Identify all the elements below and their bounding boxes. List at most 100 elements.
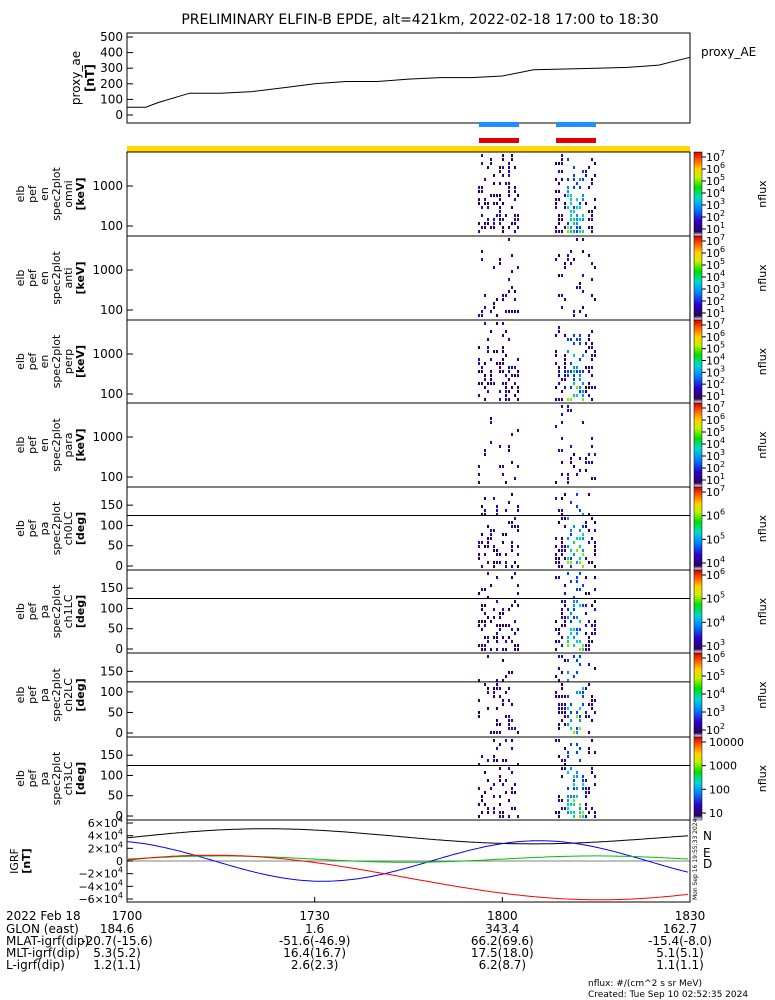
spectrogram-pixel [561, 170, 563, 173]
spectrogram-pixel [585, 711, 587, 714]
spectrogram-pixel [496, 298, 498, 301]
spectrogram-pixel [505, 374, 507, 377]
spectrogram-pixel [579, 648, 581, 651]
spectrogram-pixel [478, 545, 480, 548]
spectrogram-pixel [570, 711, 572, 714]
spectrogram-pixel [573, 675, 575, 678]
spectrogram-pixel [591, 358, 593, 361]
spectrogram-pixel [511, 727, 513, 730]
spectrogram-pixel [499, 262, 501, 265]
spectrogram-pixel [564, 707, 566, 710]
ae-tick-label: 100 [100, 92, 123, 106]
spectrogram-pixel [570, 409, 572, 412]
spectrogram-pixel [508, 723, 510, 726]
spectrogram-pixel [484, 588, 486, 591]
spectrogram-pixel [573, 166, 575, 169]
panel-ylabel-line: [deg] [74, 678, 87, 711]
spectrogram-pixel [478, 763, 480, 766]
panel-ylabel-line: pef [26, 519, 39, 538]
spectrogram-pixel [567, 755, 569, 758]
spectrogram-pixel [576, 218, 578, 221]
spectrogram-pixel [576, 549, 578, 552]
spectrogram-pixel [555, 628, 557, 631]
spectrogram-pixel [508, 521, 510, 524]
spectrogram-pixel [570, 501, 572, 504]
spectrogram-pixel [594, 576, 596, 579]
spectrogram-pixel [511, 747, 513, 750]
spectrogram-pixel [514, 620, 516, 623]
colorbar-label-text: nflux [756, 180, 769, 208]
spectrogram-pixel [505, 739, 507, 742]
spectrogram-pixel [514, 477, 516, 480]
spectrogram-pixel [502, 648, 504, 651]
region-bars [127, 122, 690, 152]
panel-ylabel: elb pef en spec2plot anti [keV] [14, 251, 87, 305]
ephemeris-value: 2.6(2.3) [291, 958, 339, 972]
spectrogram-pixel [499, 616, 501, 619]
ae-tick-label: 500 [100, 30, 123, 44]
spectrogram-pixel [591, 461, 593, 464]
spectrogram-pixel [505, 394, 507, 397]
panel-ylabel-line: en [38, 187, 51, 201]
spectrogram-pixel [490, 533, 492, 536]
spectrogram-pixel [487, 166, 489, 169]
spectrogram-pixel [558, 170, 560, 173]
spectrogram-pixel [499, 362, 501, 365]
spectrogram-pixel [508, 226, 510, 229]
spectrogram-pixel [493, 755, 495, 758]
colorbar-label: nflux [756, 264, 769, 292]
spectrogram-pixel [576, 711, 578, 714]
spectrogram-pixel [573, 799, 575, 802]
spectrogram-pixel [555, 497, 557, 500]
spectrogram-pixel [555, 334, 557, 337]
spectrogram-pixel [511, 565, 513, 568]
spectrogram-pixel [555, 190, 557, 193]
spectrogram-pixel [511, 525, 513, 528]
spectrogram-pixel [558, 198, 560, 201]
spectrogram-pixel [496, 214, 498, 217]
spectrogram-pixel [487, 346, 489, 349]
spectrogram-pixel [567, 374, 569, 377]
spectrogram-pixel [558, 218, 560, 221]
colorbar-tick-label: 104 [706, 686, 725, 701]
spectrogram-pixel [579, 640, 581, 643]
spectrogram-pixel [576, 505, 578, 508]
colorbar-label: nflux [756, 431, 769, 459]
spectrogram-pixel [576, 632, 578, 635]
spectrogram-pixel [490, 648, 492, 651]
spectrogram-pixel [591, 719, 593, 722]
ephemeris-value: -20.7(-15.6) [81, 934, 152, 948]
spectrogram-pixel [573, 374, 575, 377]
spectrogram-pixel [493, 783, 495, 786]
spectrogram-pixel [561, 509, 563, 512]
spectrogram-pixel [594, 266, 596, 269]
spectrogram-pixel [502, 612, 504, 615]
spectrogram-pixel [567, 230, 569, 233]
spectrogram-pixel [499, 767, 501, 770]
spectrogram-pixel [561, 497, 563, 500]
spectrogram-pixel [564, 747, 566, 750]
spectrogram-pixel [570, 218, 572, 221]
spectrogram-pixel [511, 640, 513, 643]
spectrogram-pixel [594, 529, 596, 532]
spectrogram-pixel [585, 795, 587, 798]
ephemeris-table: GLON (east) 184.6 1.6 343.4 162.7 MLAT-igrf(d… [6, 922, 712, 972]
spectrogram-pixel [573, 310, 575, 313]
panel-ylabel-line: pef [26, 268, 39, 287]
spectrogram-pixel [490, 529, 492, 532]
ytick-label: 50 [108, 622, 123, 636]
spectrogram-pixel [478, 362, 480, 365]
spectrogram-pixel [591, 699, 593, 702]
spectrogram-pixel [484, 294, 486, 297]
spectrogram-pixel [579, 561, 581, 564]
spectrogram-pixel [585, 314, 587, 317]
spectrogram-pixel [564, 624, 566, 627]
spectrogram-pixel [481, 162, 483, 165]
spectrogram-pixel [585, 457, 587, 460]
spectrogram-pixel [570, 461, 572, 464]
spectrogram-pixel [484, 644, 486, 647]
spectrogram-pixel [579, 230, 581, 233]
spectrogram-pixel [567, 477, 569, 480]
spectrogram-pixel [561, 767, 563, 770]
spectrogram-pixel [591, 294, 593, 297]
